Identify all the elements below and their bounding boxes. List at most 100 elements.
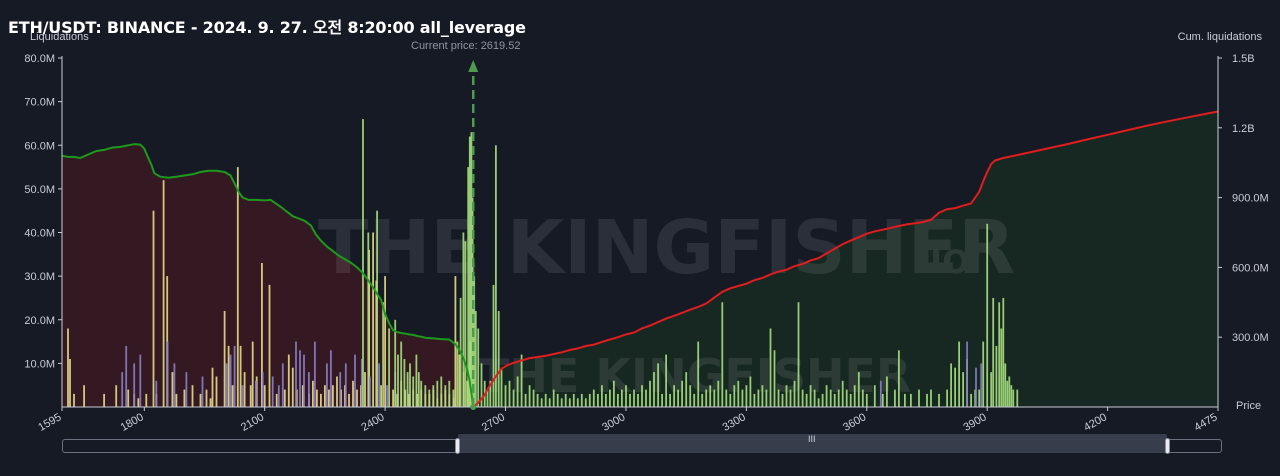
liquidation-bar[interactable] [733,385,736,407]
liquidation-bar[interactable] [241,385,244,407]
liquidation-bar[interactable] [1004,363,1007,407]
liquidation-bar[interactable] [657,363,659,407]
liquidation-bar[interactable] [853,385,856,407]
liquidation-bar[interactable] [394,319,397,408]
liquidation-bar[interactable] [73,393,75,407]
liquidation-bar[interactable] [406,372,409,407]
liquidation-bar[interactable] [898,350,900,407]
liquidation-bar[interactable] [524,393,527,407]
liquidation-bar[interactable] [233,345,236,407]
liquidation-bar[interactable] [185,372,188,407]
liquidation-bar[interactable] [468,136,471,408]
liquidation-bar[interactable] [990,372,993,407]
liquidation-bar[interactable] [470,132,473,407]
liquidation-bar[interactable] [564,393,567,407]
liquidation-bar[interactable] [504,385,507,407]
liquidation-bar[interactable] [152,210,155,407]
liquidation-bar[interactable] [992,297,995,407]
liquidation-bar[interactable] [378,363,380,407]
liquidation-bar[interactable] [886,376,888,408]
liquidation-bar[interactable] [753,393,756,407]
liquidation-bar[interactable] [312,380,314,407]
liquidation-bar[interactable] [580,393,583,407]
liquidation-bar[interactable] [849,393,852,407]
liquidation-bar[interactable] [637,393,639,407]
liquidation-bar[interactable] [998,302,1001,407]
liquidation-bar[interactable] [757,389,760,407]
liquidation-bar[interactable] [271,376,274,408]
liquidation-bar[interactable] [813,389,816,407]
liquidation-bar[interactable] [773,350,776,407]
liquidation-bar[interactable] [261,263,263,407]
liquidation-bar[interactable] [649,380,651,407]
liquidation-bar[interactable] [873,385,876,407]
liquidation-bar[interactable] [458,354,461,407]
liquidation-bar[interactable] [492,284,495,407]
liquidation-bar[interactable] [713,389,716,407]
liquidation-bar[interactable] [209,398,212,407]
liquidation-bar[interactable] [737,380,740,407]
liquidation-bar[interactable] [865,393,868,407]
liquidation-bar[interactable] [231,385,234,407]
liquidation-bar[interactable] [287,354,290,407]
liquidation-bar[interactable] [308,372,310,407]
liquidation-bar[interactable] [162,180,165,407]
liquidation-bar[interactable] [1010,385,1013,407]
liquidation-bar[interactable] [552,389,555,407]
liquidation-bar[interactable] [480,363,483,407]
liquidation-bar[interactable] [223,311,226,407]
liquidation-bar[interactable] [970,393,972,407]
liquidation-bar[interactable] [613,380,615,407]
liquidation-bar[interactable] [291,367,294,407]
liquidation-bar[interactable] [793,380,796,407]
liquidation-bar[interactable] [777,389,780,407]
liquidation-bar[interactable] [316,389,318,407]
liquidation-bar[interactable] [805,393,808,407]
liquidation-bar[interactable] [837,389,840,407]
liquidation-bar[interactable] [821,393,824,407]
liquidation-bar[interactable] [372,232,374,408]
liquidation-bar[interactable] [930,389,932,407]
liquidation-bar[interactable] [966,341,968,407]
liquidation-bar[interactable] [436,380,439,407]
liquidation-bar[interactable] [576,398,579,407]
liquidation-bar[interactable] [918,389,920,407]
liquidation-bar[interactable] [825,385,828,407]
liquidation-bar[interactable] [560,398,563,407]
liquidation-bar[interactable] [205,389,208,407]
liquidation-bar[interactable] [326,363,328,407]
liquidation-bar[interactable] [677,389,679,407]
liquidation-bar[interactable] [601,385,603,407]
liquidation-bar[interactable] [528,385,531,407]
liquidation-bar[interactable] [344,363,347,407]
liquidation-bar[interactable] [415,354,418,407]
liquidation-bar[interactable] [597,393,599,407]
liquidation-bar[interactable] [356,389,358,407]
liquidation-bar[interactable] [681,380,683,407]
range-scroll-thumb[interactable] [458,434,1167,453]
liquidation-bar[interactable] [540,398,543,407]
liquidation-bar[interactable] [725,389,728,407]
liquidation-bar[interactable] [121,372,124,407]
liquidation-bar[interactable] [332,385,334,407]
liquidation-bar[interactable] [741,389,744,407]
liquidation-bar[interactable] [995,345,998,407]
liquidation-bar[interactable] [729,393,732,407]
liquidation-bar[interactable] [166,341,169,407]
liquidation-bar[interactable] [845,389,848,407]
liquidation-bar[interactable] [625,385,627,407]
liquidation-bar[interactable] [473,276,476,407]
liquidation-bar[interactable] [833,393,836,407]
liquidation-bar[interactable] [367,232,370,408]
liquidation-bar[interactable] [314,341,316,407]
liquidation-bar[interactable] [765,389,768,407]
liquidation-bar[interactable] [809,385,812,407]
liquidation-bar[interactable] [665,354,667,407]
liquidation-bar[interactable] [689,385,692,407]
liquidation-bar[interactable] [454,276,457,407]
liquidation-bar[interactable] [348,393,350,407]
liquidation-bar[interactable] [166,276,169,407]
liquidation-bar[interactable] [281,363,284,407]
liquidation-bar[interactable] [761,385,764,407]
liquidation-bar[interactable] [211,367,214,407]
